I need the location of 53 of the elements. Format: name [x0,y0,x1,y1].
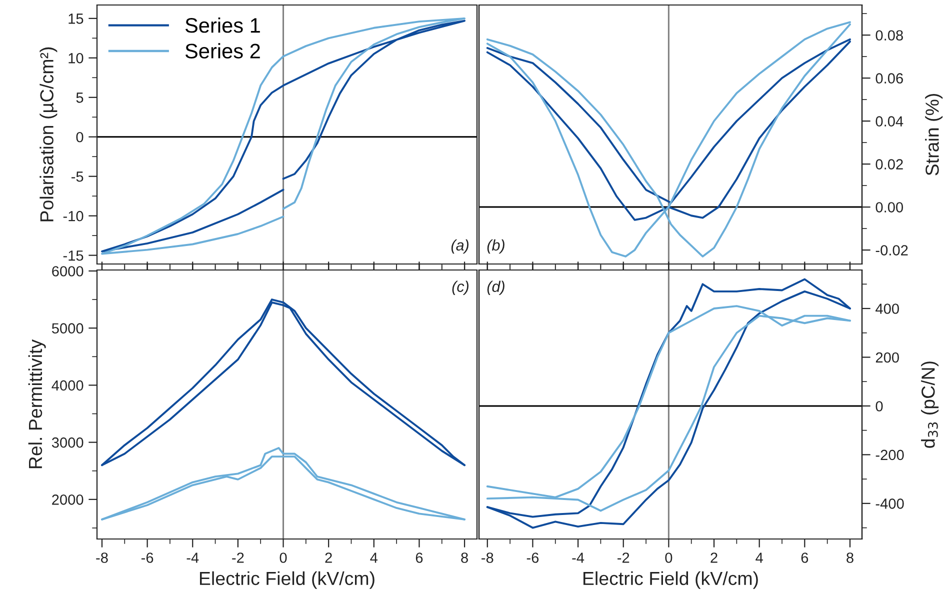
y2-tick-label: 400 [876,304,899,314]
y-tick-label: 2000 [52,494,84,505]
legend-label: Series 1 [185,18,260,33]
x-tick-label: -6 [526,552,539,563]
x-tick-label: 8 [846,552,854,563]
x-tick-label: -4 [572,552,584,563]
x-tick-label: -8 [96,552,108,563]
annotation: (d) [487,280,504,295]
legend-label: Series 2 [185,43,260,58]
y-tick-label: 5 [76,92,84,103]
y-tick-label: 10 [68,53,84,64]
y2-tick-label: 0 [876,401,883,412]
y-tick-label: -10 [63,210,84,222]
y-tick-label: 0 [76,132,84,142]
y-tick-label: 5000 [52,323,84,334]
x-tick-label: -6 [141,552,154,563]
x-tick-label: 4 [370,552,378,563]
y-tick-label: 15 [68,14,84,24]
y2-tick-label: 0.06 [876,73,903,84]
x-tick-label: -2 [618,552,630,563]
y2-tick-label: 0.00 [876,202,904,212]
y2-tick-label: -200 [876,450,904,460]
y-axis-title: Polarisation (µC/cm²) [40,47,58,222]
y-tick-label: -15 [63,250,84,261]
y2-axis-title: d$_{33}$ (pC/N) [921,362,939,448]
x-tick-label: 0 [280,552,287,563]
x-axis-title: Electric Field (kV/cm) [200,571,374,589]
x-tick-label: 6 [416,552,423,563]
y2-tick-label: 0.08 [876,30,903,41]
x-axis-title: Electric Field (kV/cm) [583,571,758,589]
y2-axis-title: Strain (%) [925,94,943,176]
y-tick-label: 6000 [52,266,84,276]
annotation: (c) [452,280,468,295]
y2-tick-label: -0.02 [876,245,908,256]
y-tick-label: -5 [71,172,84,182]
y-tick-label: 4000 [52,380,84,391]
y2-tick-label: -400 [876,498,904,509]
y-axis-title: Rel. Permittivity [28,339,46,468]
x-tick-label: -8 [482,552,494,563]
x-tick-label: 2 [325,552,332,563]
x-tick-label: -4 [186,552,199,563]
x-tick-label: 8 [461,552,468,563]
y2-tick-label: 0.02 [876,159,903,170]
y-tick-label: 3000 [52,437,84,448]
x-tick-label: -2 [232,552,244,563]
x-tick-label: 0 [665,552,672,563]
x-tick-label: 2 [710,552,718,563]
annotation: (a) [451,239,468,254]
x-tick-label: 6 [801,552,808,563]
y2-tick-label: 0.04 [876,116,904,126]
y2-tick-label: 200 [876,352,899,363]
x-tick-label: 4 [756,552,763,563]
annotation: (b) [487,239,504,254]
